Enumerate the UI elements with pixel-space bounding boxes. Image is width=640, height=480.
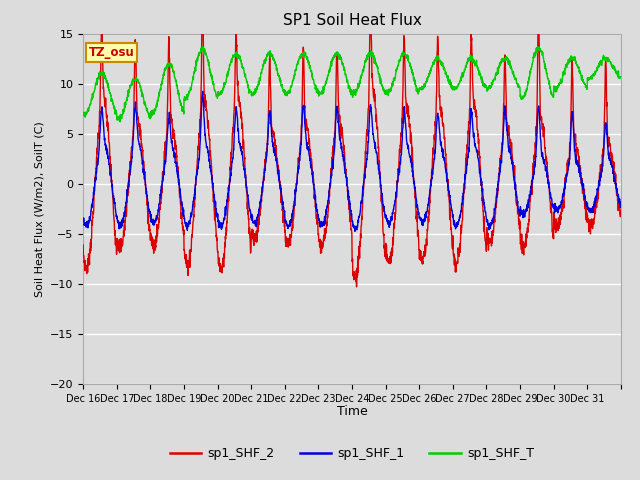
X-axis label: Time: Time [337, 405, 367, 418]
Y-axis label: Soil Heat Flux (W/m2), SoilT (C): Soil Heat Flux (W/m2), SoilT (C) [35, 121, 44, 297]
Legend: sp1_SHF_2, sp1_SHF_1, sp1_SHF_T: sp1_SHF_2, sp1_SHF_1, sp1_SHF_T [165, 443, 539, 465]
Title: SP1 Soil Heat Flux: SP1 Soil Heat Flux [283, 13, 421, 28]
Text: TZ_osu: TZ_osu [88, 46, 134, 59]
